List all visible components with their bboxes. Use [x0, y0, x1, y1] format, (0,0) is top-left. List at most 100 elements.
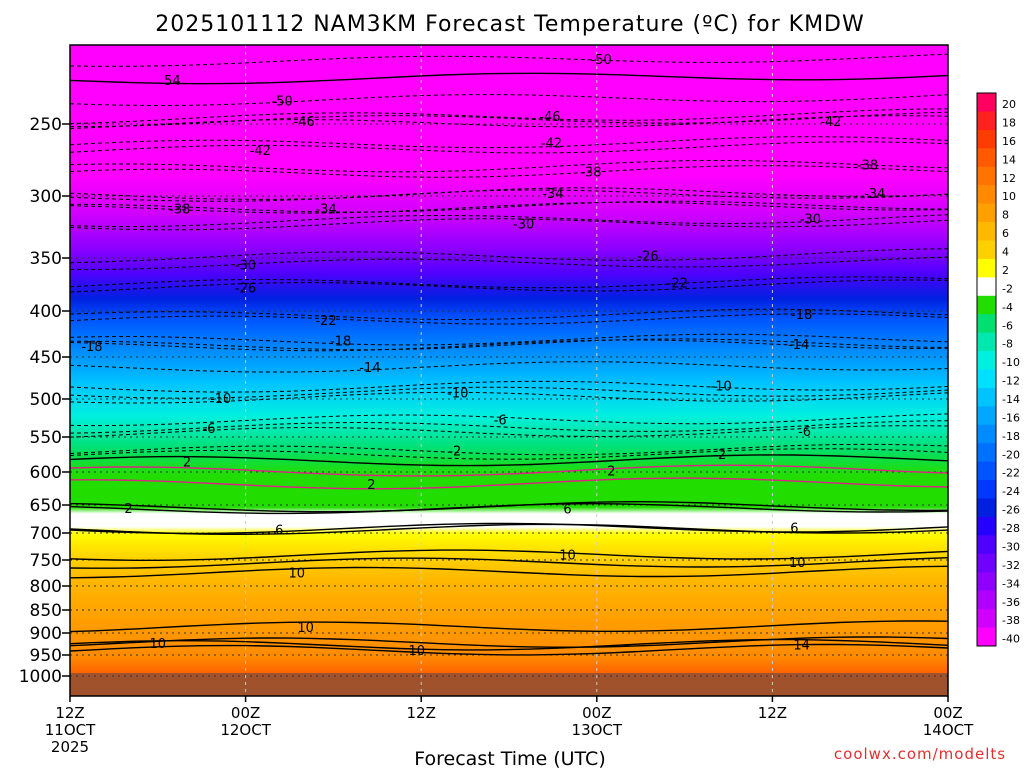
- colorbar-swatch: [977, 240, 996, 260]
- contour-label: -38: [580, 166, 601, 181]
- contour-label: -46: [539, 110, 560, 125]
- contour-label: 2: [367, 478, 375, 493]
- x-tick-label: 12Z: [407, 704, 436, 722]
- colorbar-label: 2: [1002, 264, 1009, 277]
- contour-label: 10: [559, 549, 576, 564]
- contour-label: -26: [235, 282, 256, 297]
- colorbar-swatch: [977, 572, 996, 592]
- contour-label: -42: [250, 144, 271, 159]
- plot-frame: [69, 44, 949, 697]
- contour-label: -6: [494, 414, 507, 429]
- contour-label: -18: [791, 308, 812, 323]
- contour-line: [70, 53, 948, 67]
- colorbar-swatch: [977, 277, 996, 297]
- colorbar-swatch: [977, 295, 996, 315]
- colorbar-label: -24: [1002, 485, 1020, 498]
- contour-label: -22: [667, 276, 688, 291]
- colorbar-label: -22: [1002, 467, 1020, 480]
- colorbar-swatch: [977, 93, 996, 112]
- colorbar-label: 20: [1002, 98, 1016, 111]
- contour-label: -50: [591, 53, 612, 68]
- colorbar-swatch: [977, 535, 996, 555]
- colorbar-label: 10: [1002, 190, 1016, 203]
- x-tick-label: 14OCT: [923, 721, 974, 739]
- colorbar-swatch: [977, 387, 996, 407]
- contour-labels: 54-50-50-46 -46 -42-42 -42-38 -38-38 -34-34 -3…: [81, 53, 885, 659]
- contour-line: [70, 638, 948, 651]
- y-tick-label: 650: [30, 496, 62, 516]
- contour-label: -26: [637, 250, 658, 265]
- x-tick-label: 12Z: [55, 704, 84, 722]
- colorbar-label: -10: [1002, 356, 1020, 369]
- colorbar-label: -36: [1002, 596, 1020, 609]
- colorbar-swatch: [977, 480, 996, 499]
- colorbar-label: -4: [1002, 301, 1013, 314]
- contour-label: 10: [789, 556, 806, 571]
- contour-line: [70, 523, 948, 535]
- y-tick-label: 250: [30, 115, 62, 135]
- contour-label: -30: [513, 217, 534, 232]
- contour-label: -18: [81, 340, 102, 355]
- ground-surface: [70, 673, 948, 696]
- y-tick-label: 1000: [19, 667, 62, 687]
- colorbar-label: -18: [1002, 430, 1020, 443]
- y-tick-label: 600: [30, 463, 62, 483]
- x-axis-label: Forecast Time (UTC): [414, 748, 605, 768]
- colorbar-label: 12: [1002, 172, 1016, 185]
- contour-label: 6: [275, 524, 283, 539]
- y-tick-label: 800: [30, 577, 62, 597]
- colorbar-swatch: [977, 369, 996, 389]
- contour-label: 2: [183, 456, 191, 471]
- y-tick-label: 700: [30, 524, 62, 544]
- x-tick-label: 2025: [51, 738, 89, 756]
- contour-label: -42: [820, 115, 841, 130]
- chart-title: 2025101112 NAM3KM Forecast Temperature (…: [155, 12, 865, 37]
- colorbar-label: -20: [1002, 448, 1020, 461]
- colorbar-label: -40: [1002, 633, 1020, 646]
- colorbar-swatch: [977, 627, 996, 647]
- colorbar-swatch: [977, 443, 996, 463]
- contour-label: -10: [447, 386, 468, 401]
- y-tick-label: 850: [30, 601, 62, 621]
- y-tick-label: 400: [30, 302, 62, 322]
- contour-label: 10: [409, 644, 426, 659]
- colorbar-label: -6: [1002, 319, 1013, 332]
- contour-label: -42: [541, 137, 562, 152]
- contour-line: [70, 464, 948, 477]
- y-tick-label: 950: [30, 646, 62, 666]
- contour-label: 14: [793, 638, 810, 653]
- colorbar-swatch: [977, 258, 996, 278]
- colorbar-swatch: [977, 203, 996, 223]
- colorbar-swatch: [977, 129, 996, 149]
- colorbar-swatch: [977, 166, 996, 186]
- contour-label: 10: [289, 566, 306, 581]
- colorbar-label: 8: [1002, 209, 1009, 222]
- contour-line: [70, 549, 948, 561]
- y-tick-label: 450: [30, 348, 62, 368]
- contour-label: 6: [790, 521, 798, 536]
- contour-line: [70, 477, 948, 490]
- colorbar-label: -28: [1002, 522, 1020, 535]
- colorbar-swatch: [977, 148, 996, 168]
- contour-label: 10: [150, 637, 167, 652]
- contour-label: 6: [563, 502, 571, 517]
- colorbar-swatch: [977, 185, 996, 205]
- x-tick-label: 13OCT: [572, 721, 623, 739]
- contour-line: [70, 643, 948, 656]
- colorbar-label: 18: [1002, 116, 1016, 129]
- contour-label: -38: [857, 158, 878, 173]
- colorbar-label: 4: [1002, 246, 1009, 259]
- colorbar-label: -30: [1002, 540, 1020, 553]
- contour-label: -30: [235, 258, 256, 273]
- y-tick-label: 750: [30, 551, 62, 571]
- x-tick-label: 00Z: [933, 704, 962, 722]
- contour-label: -6: [798, 425, 811, 440]
- contour-line: [70, 565, 948, 579]
- colorbar-swatch: [977, 609, 996, 628]
- y-tick-label: 550: [30, 428, 62, 448]
- colorbar-label: -2: [1002, 282, 1013, 295]
- contour-label: -2: [448, 444, 461, 459]
- contour-label: -46: [294, 115, 315, 130]
- colorbar-label: -32: [1002, 559, 1020, 572]
